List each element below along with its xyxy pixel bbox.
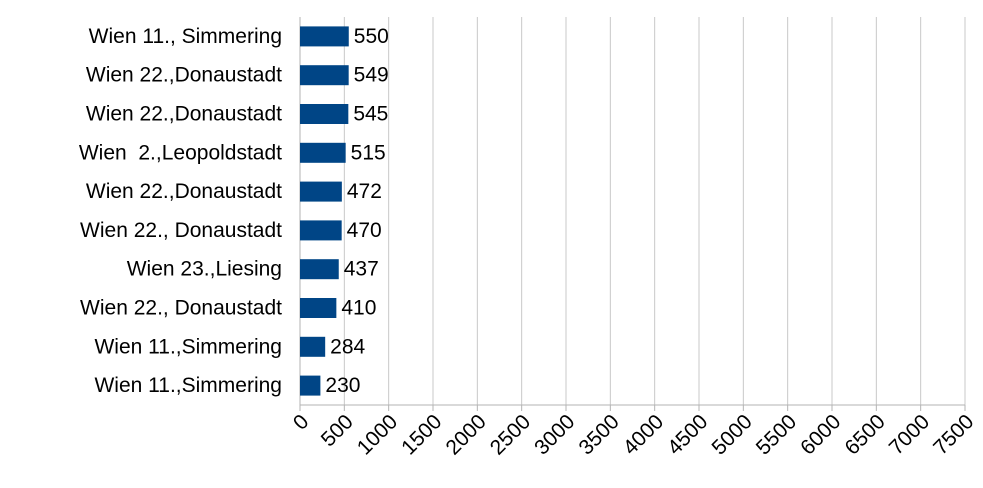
x-tick-label: 500 — [317, 410, 358, 451]
x-tick-label: 2000 — [441, 410, 490, 459]
x-tick-label: 3000 — [530, 410, 579, 459]
bar — [300, 26, 349, 47]
x-tick-label: 7500 — [929, 410, 978, 459]
data-label: 515 — [351, 141, 386, 164]
data-label: 230 — [325, 374, 360, 397]
data-label: 284 — [330, 335, 365, 358]
bar — [300, 298, 337, 318]
data-label: 472 — [347, 180, 382, 203]
x-tick-label: 5000 — [707, 410, 756, 459]
data-label: 545 — [353, 103, 388, 126]
data-label: 410 — [341, 297, 376, 320]
bar — [300, 142, 346, 163]
bar — [300, 259, 339, 280]
y-tick-label: Wien 22., Donaustadt — [80, 297, 282, 320]
x-tick-label: 7000 — [885, 410, 934, 459]
y-tick-label: Wien 23.,Liesing — [127, 258, 282, 281]
y-tick-label: Wien 22.,Donaustadt — [86, 180, 282, 203]
y-tick-label: Wien 11., Simmering — [89, 25, 282, 48]
y-tick-label: Wien 22.,Donaustadt — [86, 103, 282, 126]
x-tick-label: 0 — [289, 410, 314, 435]
x-tick-label: 1500 — [397, 410, 446, 459]
y-tick-label: Wien 11.,Simmering — [94, 335, 282, 358]
data-label: 470 — [347, 219, 382, 242]
x-tick-label: 4000 — [619, 410, 668, 459]
data-label: 437 — [344, 258, 379, 281]
x-tick-label: 1000 — [353, 410, 402, 459]
x-tick-label: 6500 — [840, 410, 889, 459]
x-tick-label: 6000 — [796, 410, 845, 459]
bar — [300, 104, 349, 124]
bar — [300, 181, 342, 202]
x-tick-label: 2500 — [486, 410, 535, 459]
bar — [300, 336, 326, 357]
data-label: 549 — [354, 64, 389, 87]
y-tick-label: Wien 22.,Donaustadt — [86, 64, 282, 87]
y-tick-label: Wien 22., Donaustadt — [80, 219, 282, 242]
y-tick-label: Wien 2.,Leopoldstadt — [79, 141, 282, 164]
y-tick-label: Wien 11.,Simmering — [94, 374, 282, 397]
bar — [300, 375, 321, 396]
x-tick-label: 4500 — [663, 410, 712, 459]
bar — [300, 65, 349, 86]
data-label: 550 — [354, 25, 389, 48]
x-tick-label: 3500 — [574, 410, 623, 459]
x-tick-label: 5500 — [752, 410, 801, 459]
bar — [300, 220, 342, 241]
